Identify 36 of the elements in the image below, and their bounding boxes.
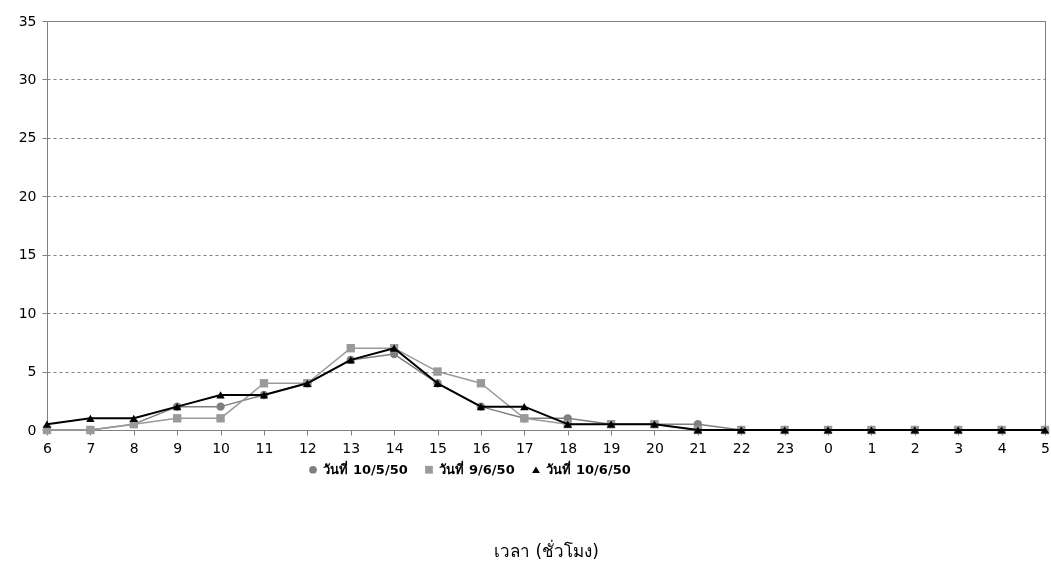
- x-tick-label: 14: [385, 439, 404, 456]
- y-tick-label: 20: [18, 187, 37, 204]
- y-tick-label: 0: [27, 421, 37, 438]
- x-tick-label: 19: [602, 439, 621, 456]
- legend-label: วันที่ 9/6/50: [439, 459, 515, 477]
- x-tick-label: 22: [732, 439, 751, 456]
- x-tick-label: 15: [429, 439, 447, 456]
- x-axis-title: เวลา (ชั่วโมง): [494, 538, 599, 561]
- y-tick-label: 30: [18, 70, 37, 87]
- x-tick-label: 21: [689, 439, 708, 456]
- y-tick-label: 5: [27, 363, 37, 380]
- x-tick-label: 6: [43, 439, 53, 456]
- x-tick-label: 23: [776, 439, 795, 456]
- x-tick-label: 1: [867, 439, 877, 456]
- x-tick-label: 10: [212, 439, 230, 456]
- legend-label: วันที่ 10/5/50: [323, 459, 408, 477]
- x-tick-label: 13: [342, 439, 361, 456]
- y-tick-label: 25: [18, 129, 37, 146]
- x-tick-label: 20: [646, 439, 664, 456]
- x-tick-label: 17: [515, 439, 534, 456]
- x-tick-label: 5: [1041, 439, 1050, 456]
- legend-label: วันที่ 10/6/50: [546, 459, 631, 477]
- x-tick-label: 16: [472, 439, 491, 456]
- x-tick-label: 11: [255, 439, 274, 456]
- y-tick-label: 35: [18, 12, 37, 29]
- x-tick-label: 12: [298, 439, 317, 456]
- x-tick-label: 3: [954, 439, 964, 456]
- x-tick-label: 0: [824, 439, 833, 456]
- x-tick-label: 18: [559, 439, 578, 456]
- y-tick-label: 10: [18, 304, 37, 321]
- x-tick-label: 8: [129, 439, 139, 456]
- x-tick-label: 7: [86, 439, 96, 456]
- x-tick-label: 9: [173, 439, 183, 456]
- x-tick-label: 4: [997, 439, 1007, 456]
- y-tick-label: 15: [18, 246, 37, 263]
- x-tick-label: 2: [910, 439, 920, 456]
